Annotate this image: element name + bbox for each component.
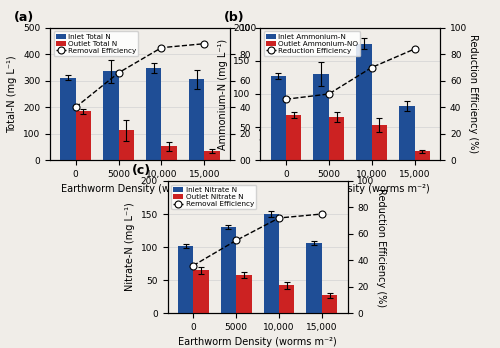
- Reduction Efficiency: [368, 65, 374, 70]
- Bar: [103, 71, 118, 160]
- Removal Efficiency: [233, 238, 239, 243]
- Bar: [162, 146, 177, 160]
- Reduction Efficiency: [412, 47, 418, 51]
- Removal Efficiency: [319, 212, 325, 216]
- Bar: [414, 151, 430, 160]
- Bar: [60, 78, 76, 160]
- Bar: [329, 117, 344, 160]
- Bar: [306, 243, 322, 313]
- Reduction Efficiency: [326, 92, 332, 96]
- Line: Reduction Efficiency: Reduction Efficiency: [282, 46, 418, 103]
- Legend: Inlet Ammonium-N, Outlet Ammonium-NO, Reduction Efficiency: Inlet Ammonium-N, Outlet Ammonium-NO, Re…: [264, 31, 360, 56]
- Bar: [322, 295, 337, 313]
- Removal Efficiency: [158, 46, 164, 50]
- Bar: [372, 125, 387, 160]
- Y-axis label: Reduction Efficiency (%): Reduction Efficiency (%): [258, 34, 268, 153]
- Legend: Inlet Total N, Outlet Total N, Removal Efficiency: Inlet Total N, Outlet Total N, Removal E…: [54, 31, 138, 56]
- Text: (b): (b): [224, 11, 245, 24]
- Removal Efficiency: [72, 105, 78, 109]
- Line: Removal Efficiency: Removal Efficiency: [72, 40, 208, 111]
- Removal Efficiency: [190, 263, 196, 268]
- Removal Efficiency: [276, 216, 282, 220]
- Y-axis label: Reduction Efficiency (%): Reduction Efficiency (%): [376, 188, 386, 307]
- X-axis label: Earthworm Density (worms m⁻²): Earthworm Density (worms m⁻²): [178, 338, 337, 347]
- Text: (a): (a): [14, 11, 34, 24]
- Bar: [118, 130, 134, 160]
- Y-axis label: Nitrate-N (mg L⁻¹): Nitrate-N (mg L⁻¹): [125, 203, 135, 292]
- Bar: [236, 275, 252, 313]
- Bar: [356, 44, 372, 160]
- Line: Removal Efficiency: Removal Efficiency: [190, 211, 326, 269]
- Legend: Inlet Nitrate N, Outlet Nitrate N, Removal Efficiency: Inlet Nitrate N, Outlet Nitrate N, Remov…: [171, 184, 256, 209]
- Y-axis label: Total-N (mg L⁻¹): Total-N (mg L⁻¹): [8, 55, 18, 133]
- Bar: [279, 285, 294, 313]
- Bar: [193, 270, 208, 313]
- Y-axis label: Ammonium-N (mg L⁻¹): Ammonium-N (mg L⁻¹): [218, 38, 228, 150]
- Bar: [270, 76, 286, 160]
- Bar: [178, 246, 193, 313]
- Bar: [76, 111, 91, 160]
- X-axis label: Earthworm Density (worms m⁻²): Earthworm Density (worms m⁻²): [271, 184, 430, 194]
- Reduction Efficiency: [283, 97, 289, 101]
- Bar: [314, 74, 329, 160]
- Bar: [399, 106, 414, 160]
- Bar: [146, 68, 162, 160]
- Bar: [286, 115, 302, 160]
- Bar: [220, 227, 236, 313]
- Removal Efficiency: [202, 42, 207, 46]
- Bar: [204, 151, 220, 160]
- Bar: [264, 214, 279, 313]
- Bar: [189, 79, 204, 160]
- Removal Efficiency: [116, 71, 121, 75]
- Text: (c): (c): [132, 164, 150, 177]
- X-axis label: Earthworm Density (worms m⁻²): Earthworm Density (worms m⁻²): [60, 184, 220, 194]
- Y-axis label: Reduction Efficiency (%): Reduction Efficiency (%): [468, 34, 478, 153]
